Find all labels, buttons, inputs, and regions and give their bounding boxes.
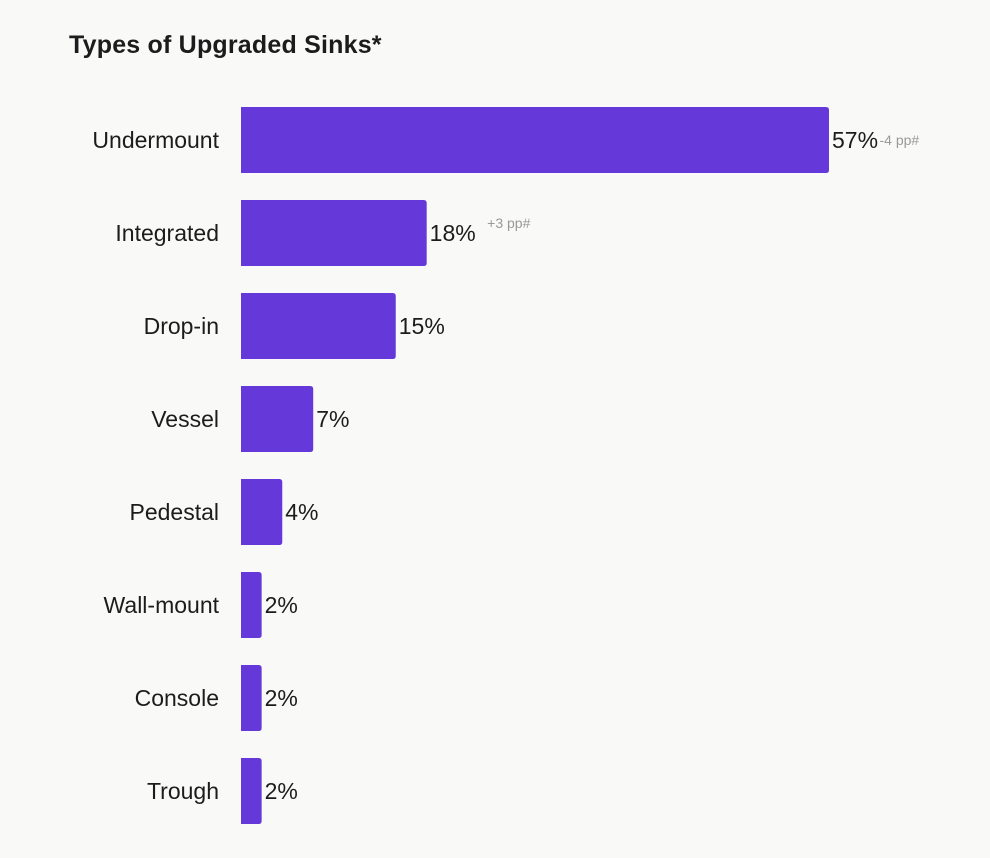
category-label: Trough — [147, 778, 219, 804]
bar — [241, 665, 262, 731]
bar — [241, 107, 829, 173]
value-label: 18% — [430, 220, 476, 246]
bar-group-wall-mount: Wall-mount 2% — [104, 572, 298, 638]
category-label: Wall-mount — [104, 592, 220, 618]
change-label: -4 pp# — [880, 132, 920, 148]
value-label: 7% — [316, 406, 349, 432]
category-label: Pedestal — [129, 499, 219, 525]
bar-group-console: Console 2% — [135, 665, 298, 731]
chart-title: Types of Upgraded Sinks* — [69, 31, 382, 59]
bar — [241, 479, 283, 545]
value-label: 2% — [265, 778, 298, 804]
category-label: Integrated — [115, 220, 219, 246]
bar — [241, 758, 262, 824]
change-label: +3 pp# — [487, 215, 530, 231]
bar-group-trough: Trough 2% — [147, 758, 298, 824]
category-label: Console — [135, 685, 219, 711]
value-label: 4% — [285, 499, 318, 525]
value-label: 2% — [265, 685, 298, 711]
value-label: 57% — [832, 127, 878, 153]
category-label: Drop-in — [144, 313, 219, 339]
category-label: Undermount — [92, 127, 219, 153]
category-label: Vessel — [151, 406, 219, 432]
bar-group-drop-in: Drop-in 15% — [144, 293, 445, 359]
bar-group-undermount: Undermount 57% -4 pp# — [92, 107, 919, 173]
value-label: 15% — [399, 313, 445, 339]
bar — [241, 200, 427, 266]
bar-group-vessel: Vessel 7% — [151, 386, 349, 452]
bar — [241, 293, 396, 359]
bar — [241, 572, 262, 638]
value-label: 2% — [265, 592, 298, 618]
bar — [241, 386, 314, 452]
bar-group-integrated: Integrated 18% +3 pp# — [115, 200, 531, 266]
bar-group-pedestal: Pedestal 4% — [129, 479, 319, 545]
